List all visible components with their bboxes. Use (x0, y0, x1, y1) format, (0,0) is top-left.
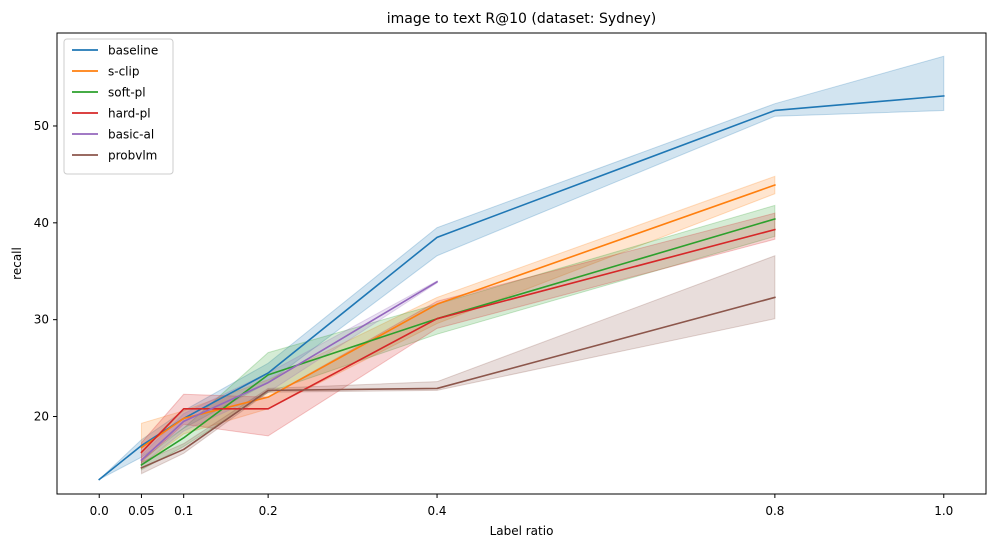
x-tick-label: 0.05 (128, 504, 155, 518)
legend-entry-baseline: baseline (108, 44, 158, 58)
legend-entry-hard-pl: hard-pl (108, 107, 151, 121)
plot-frame (56, 32, 987, 495)
x-tick-label: 0.0 (90, 504, 109, 518)
legend-box (63, 38, 174, 175)
legend-entry-basic-al: basic-al (108, 128, 154, 142)
line-s-clip (140, 184, 776, 449)
band-baseline (98, 55, 945, 480)
line-basic-al (140, 280, 439, 462)
x-tick-label: 0.8 (765, 504, 784, 518)
series-lines (98, 95, 945, 481)
y-tick-label: 30 (34, 313, 49, 327)
y-axis-label: recall (10, 247, 24, 280)
chart-title: image to text R@10 (dataset: Sydney) (387, 11, 657, 27)
x-tick-label: 0.4 (427, 504, 446, 518)
line-baseline (98, 95, 945, 481)
y-tick-label: 50 (34, 119, 49, 133)
band-probvlm (140, 255, 776, 475)
x-axis-ticks: 0.0 0.05 0.1 0.2 0.4 0.8 1.0 (90, 494, 953, 518)
y-tick-label: 40 (34, 216, 49, 230)
legend: baseline s-clip soft-pl hard-pl basic-al prob… (63, 38, 174, 175)
band-s-clip (140, 175, 776, 466)
legend-entry-soft-pl: soft-pl (108, 86, 146, 100)
y-axis-ticks: 20 30 40 50 (34, 119, 57, 424)
legend-entry-probvlm: probvlm (108, 149, 157, 163)
line-probvlm (140, 296, 776, 469)
band-basic-al (140, 280, 438, 466)
x-tick-label: 1.0 (934, 504, 953, 518)
x-axis-label: Label ratio (490, 524, 554, 538)
line-hard-pl (140, 228, 776, 454)
legend-entry-s-clip: s-clip (108, 65, 139, 79)
line-soft-pl (140, 217, 776, 467)
x-tick-label: 0.2 (259, 504, 278, 518)
y-tick-label: 20 (34, 410, 49, 424)
x-tick-label: 0.1 (174, 504, 193, 518)
